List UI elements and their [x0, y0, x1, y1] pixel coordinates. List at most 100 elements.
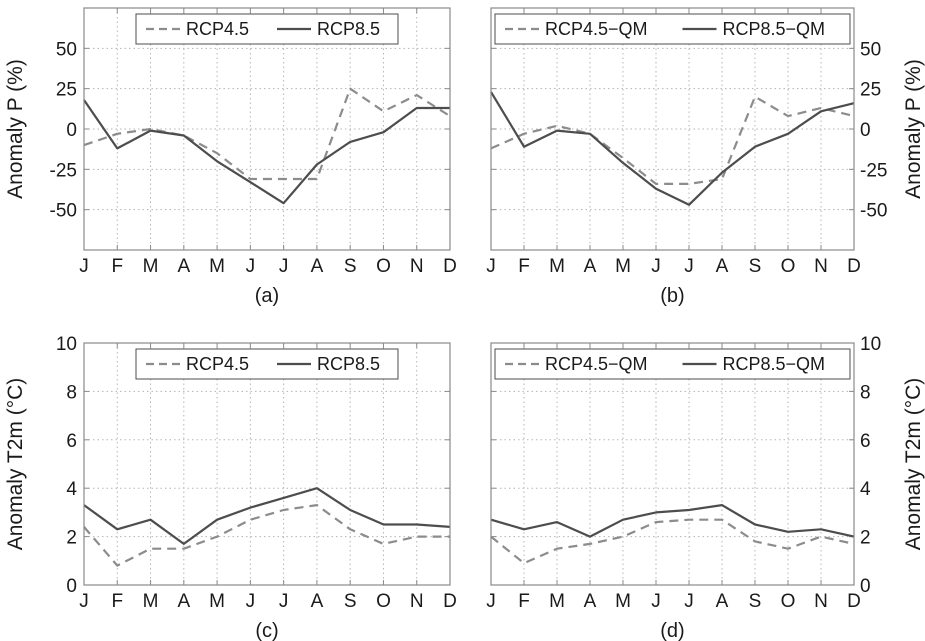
y-tick-label: -25 [50, 160, 77, 181]
legend: RCP4.5−QM RCP8.5−QM [494, 13, 851, 45]
y-axis-label: Anomaly P (%) [4, 59, 27, 199]
x-tick-label: A [311, 256, 324, 277]
y-tick-label: 4 [860, 479, 871, 500]
y-tick-label: 2 [860, 528, 871, 549]
x-tick-label: M [209, 256, 225, 277]
x-tick-label: F [518, 591, 530, 612]
plot-frame [83, 7, 451, 251]
x-tick-label: A [584, 591, 597, 612]
series-line-dashed [83, 504, 450, 567]
series-line-dashed [490, 518, 855, 565]
y-tick-label: 4 [66, 479, 77, 500]
y-tick-label: 0 [66, 576, 77, 597]
x-tick-label: N [814, 591, 828, 612]
series-line-solid [490, 91, 855, 206]
plot-area [491, 343, 854, 585]
x-tick-label: M [615, 591, 631, 612]
legend-label: RCP4.5 [186, 354, 249, 374]
panel-label: (b) [660, 285, 684, 307]
legend-label: RCP4.5−QM [545, 354, 648, 374]
legend-box [494, 13, 851, 45]
legend: RCP4.5 RCP8.5 [135, 13, 399, 45]
x-tick-label: O [781, 256, 796, 277]
panel-label: (d) [660, 620, 684, 641]
legend: RCP4.5−QM RCP8.5−QM [494, 348, 851, 380]
y-axis-label: Anomaly T2m (°C) [4, 378, 27, 551]
x-tick-label: J [486, 256, 496, 277]
y-tick-label: 10 [56, 334, 77, 355]
x-tick-label: N [410, 591, 424, 612]
panel-label: (a) [255, 285, 279, 307]
series-line-dashed [83, 87, 451, 181]
y-tick-label: 25 [860, 80, 881, 101]
y-tick-label: 6 [66, 431, 77, 452]
x-tick-label: A [716, 591, 729, 612]
series-line-dashed [490, 95, 855, 185]
x-tick-label: D [443, 591, 457, 612]
panel-label: (c) [255, 620, 278, 641]
x-tick-label: D [443, 256, 457, 277]
x-tick-label: S [344, 256, 357, 277]
x-tick-label: S [344, 591, 357, 612]
x-tick-label: M [143, 591, 159, 612]
plot-frame [83, 342, 451, 586]
y-tick-label: 50 [56, 39, 77, 60]
y-tick-label: 0 [66, 120, 77, 141]
legend-label: RCP8.5−QM [723, 19, 826, 39]
x-tick-label: S [749, 256, 762, 277]
y-tick-label: -25 [860, 160, 887, 181]
x-tick-label: J [684, 256, 694, 277]
y-tick-label: -50 [860, 201, 887, 222]
plot-frame [490, 342, 855, 586]
y-tick-label: 8 [66, 382, 77, 403]
x-tick-label: A [177, 256, 190, 277]
x-tick-label: D [847, 256, 861, 277]
x-tick-label: A [584, 256, 597, 277]
x-tick-label: J [486, 591, 496, 612]
y-tick-label: 0 [860, 120, 871, 141]
x-tick-label: M [143, 256, 159, 277]
x-tick-label: O [376, 256, 391, 277]
y-tick-label: 6 [860, 431, 871, 452]
y-tick-label: 2 [66, 528, 77, 549]
series-line-solid [83, 487, 451, 546]
x-tick-label: O [376, 591, 391, 612]
x-tick-label: F [111, 591, 123, 612]
x-tick-label: N [814, 256, 828, 277]
x-tick-label: J [651, 591, 661, 612]
x-tick-label: J [246, 591, 256, 612]
x-tick-label: N [410, 256, 424, 277]
x-tick-label: O [781, 591, 796, 612]
x-tick-label: S [749, 591, 762, 612]
y-axis-label: Anomaly T2m (°C) [902, 378, 925, 551]
plot-area [84, 343, 450, 585]
legend-label: RCP4.5 [186, 19, 249, 39]
y-axis-label: Anomaly P (%) [902, 59, 925, 199]
x-tick-label: J [79, 591, 89, 612]
legend-label: RCP8.5 [317, 19, 380, 39]
x-tick-label: F [518, 256, 530, 277]
y-tick-label: 10 [860, 334, 881, 355]
x-tick-label: J [684, 591, 694, 612]
x-tick-label: M [209, 591, 225, 612]
x-tick-label: M [615, 256, 631, 277]
legend-label: RCP4.5−QM [545, 19, 648, 39]
y-tick-label: 8 [860, 382, 871, 403]
y-tick-label: 25 [56, 80, 77, 101]
x-tick-label: J [279, 256, 289, 277]
legend: RCP4.5 RCP8.5 [135, 348, 399, 380]
legend-box [494, 348, 851, 380]
x-tick-label: F [111, 256, 123, 277]
series-line-solid [83, 99, 450, 205]
x-tick-label: M [549, 591, 565, 612]
x-tick-label: J [651, 256, 661, 277]
x-tick-label: M [549, 256, 565, 277]
x-tick-label: J [279, 591, 289, 612]
legend-label: RCP8.5−QM [723, 354, 826, 374]
plot-frame [490, 7, 855, 251]
x-tick-label: A [311, 591, 324, 612]
